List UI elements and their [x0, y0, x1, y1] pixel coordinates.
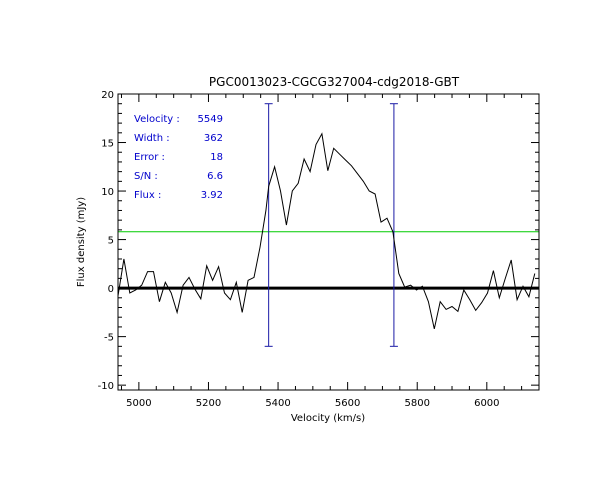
annotation-label: Error : [134, 152, 165, 163]
annotation-value: 18 [210, 152, 223, 163]
x-tick-label: 6000 [474, 398, 499, 409]
plot-frame [117, 93, 540, 391]
annotation-label: S/N : [134, 171, 158, 182]
y-tick-label: 10 [101, 187, 114, 198]
annotation-label: Width : [134, 133, 170, 144]
x-tick-label: 5200 [196, 398, 221, 409]
y-tick-label: 0 [108, 284, 114, 295]
annotation-label: Velocity : [134, 114, 180, 125]
x-axis-label: Velocity (km/s) [291, 413, 365, 424]
fit-results: Velocity : 5549 Width : 362 Error : 18 S/N : 6.… [134, 114, 223, 201]
x-tick-label: 5800 [404, 398, 429, 409]
x-tick-label: 5600 [335, 398, 360, 409]
annotation-value: 6.6 [207, 171, 223, 182]
x-tick-label: 5000 [126, 398, 151, 409]
annotation-value: 362 [204, 133, 223, 144]
y-tick-label: 5 [108, 236, 114, 247]
y-tick-label: 15 [101, 139, 114, 150]
x-tick-label: 5400 [265, 398, 290, 409]
y-tick-label: -5 [104, 333, 114, 344]
chart-title: PGC0013023-CGCG327004-cdg2018-GBT [209, 75, 460, 89]
spectrum-line [117, 132, 536, 330]
annotation-label: Flux : [134, 190, 161, 201]
x-axis: 5000 5200 5400 5600 5800 6000 [120, 94, 540, 409]
y-axis: -10 -5 0 5 10 15 20 [98, 90, 539, 392]
annotation-value: 3.92 [201, 190, 223, 201]
y-tick-label: -10 [98, 381, 114, 392]
y-axis-label: Flux density (mJy) [76, 197, 87, 287]
y-tick-label: 20 [101, 90, 114, 101]
annotation-value: 5549 [198, 114, 223, 125]
plot-area [117, 103, 539, 347]
